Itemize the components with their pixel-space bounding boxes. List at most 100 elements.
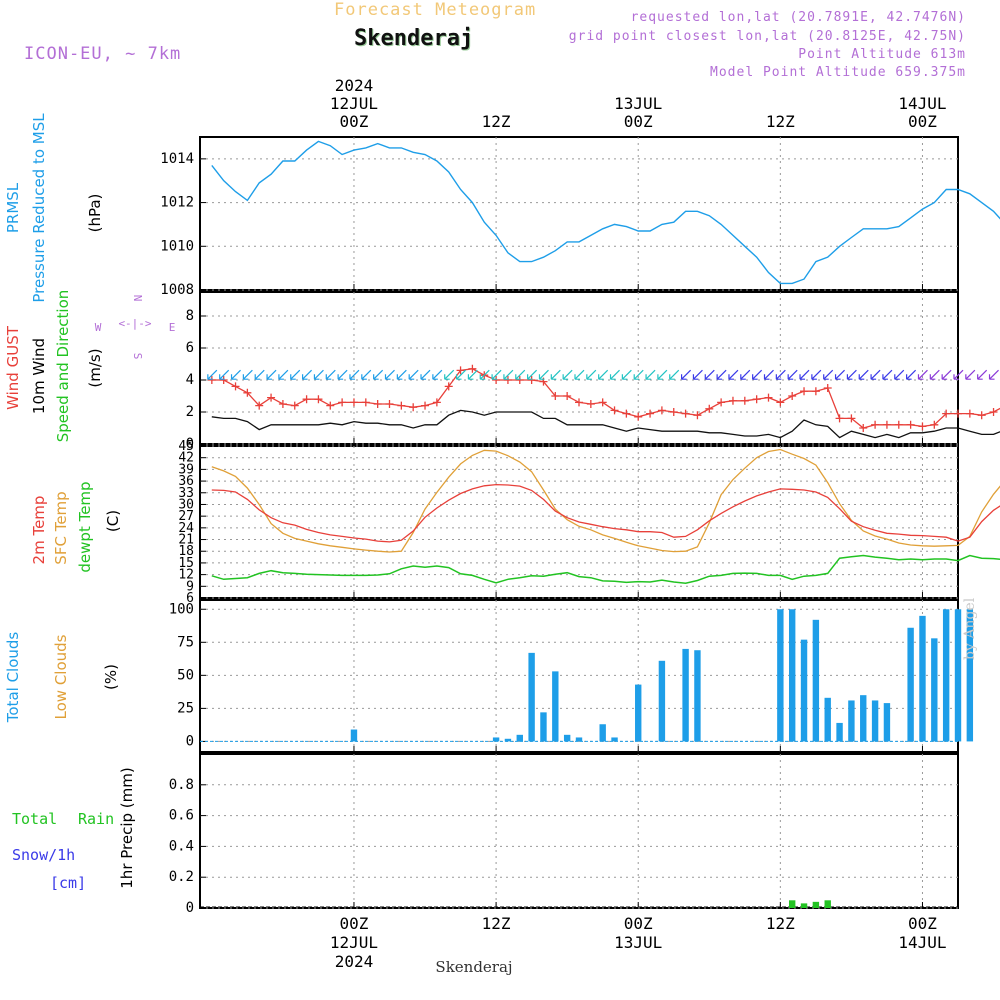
precip-bar <box>788 900 796 908</box>
gust-point <box>847 414 856 423</box>
gust-point <box>421 401 430 410</box>
wind-10m-label: 10m Wind <box>30 338 48 414</box>
temp-2m-label: 2m Temp <box>30 496 48 565</box>
compass-arrows: <-|-> <box>118 317 151 330</box>
wind-ytick-label: 0 <box>186 436 194 452</box>
temp-units: (C) <box>104 510 122 532</box>
model-altitude: Model Point Altitude 659.375m <box>710 65 966 80</box>
top-time-label: 00Z <box>908 112 937 131</box>
temp-2m-line <box>211 483 1000 543</box>
wind-direction-arrow <box>242 369 253 380</box>
cloud-bar <box>552 671 559 742</box>
bottom-time-label: 12Z <box>482 914 511 933</box>
gust-point <box>326 401 335 410</box>
wind-direction-arrow <box>290 369 301 380</box>
clouds-panel-frame <box>199 599 959 753</box>
temperature-ytick-label: 15 <box>178 556 194 571</box>
gust-point <box>586 400 595 408</box>
wind-direction-arrow <box>562 369 573 380</box>
wind-direction-arrow <box>408 369 419 380</box>
wind-direction-arrow <box>977 369 988 380</box>
gust-point <box>906 420 915 429</box>
bottom-date-label: 12JUL <box>330 933 378 952</box>
top-year-label: 2024 <box>335 76 374 95</box>
wind-direction-arrow <box>586 369 597 380</box>
bottom-time-label: 00Z <box>624 914 653 933</box>
gust-point <box>800 387 809 396</box>
cloud-bar <box>516 734 523 742</box>
wind-speed-line <box>211 409 1000 439</box>
sfc-temp-label: SFC Temp <box>52 491 70 564</box>
gust-point <box>503 376 512 384</box>
gust-point <box>942 409 951 418</box>
precip-ytick-label: 0.6 <box>169 808 194 824</box>
gust-point <box>717 398 726 407</box>
precip-ytick-label: 0.2 <box>169 869 194 885</box>
gust-point <box>409 403 418 412</box>
cloud-bar <box>907 627 914 742</box>
gust-point <box>764 393 773 402</box>
wind-direction-arrow <box>349 369 360 380</box>
wind-direction-arrow <box>384 369 395 380</box>
gridpoint-coords: grid point closest lon,lat (20.8125E, 42… <box>568 29 966 44</box>
wind-direction-arrow <box>503 369 514 380</box>
temperature-ytick-label: 21 <box>178 533 194 548</box>
cloud-bar <box>635 684 642 742</box>
wind-direction-arrow <box>301 369 313 380</box>
gust-point <box>575 398 583 407</box>
temperature-ytick-label: 42 <box>178 451 194 466</box>
wind-direction-arrow <box>680 369 692 380</box>
wind-panel-frame <box>199 291 959 445</box>
wind-direction-arrow <box>444 369 455 380</box>
bottom-date-label: 14JUL <box>898 933 946 952</box>
wind-direction-arrow <box>740 369 751 380</box>
cloud-bar <box>871 700 879 742</box>
gust-point <box>444 382 453 391</box>
gust-point <box>456 366 465 375</box>
gust-point <box>551 392 560 400</box>
wind-direction-arrow <box>455 369 466 380</box>
dewpt-line <box>211 554 1000 584</box>
clouds-ytick-label: 75 <box>177 634 194 650</box>
wind-direction-arrow <box>527 369 538 380</box>
wind-direction-arrow <box>811 369 822 380</box>
gust-point <box>432 398 441 407</box>
pressure-ytick-label: 1014 <box>160 151 194 167</box>
gust-point <box>835 414 844 423</box>
pressure-ytick-label: 1012 <box>160 195 194 211</box>
location-title: Skenderaj <box>354 26 474 51</box>
wind-direction-arrow <box>728 369 739 380</box>
cloud-bar <box>492 737 500 742</box>
wind-direction-arrow <box>692 369 703 380</box>
wind-direction-arrow <box>633 369 644 380</box>
gust-point <box>705 404 714 413</box>
wind-direction-arrow <box>645 369 656 380</box>
wind-direction-arrow <box>373 369 384 380</box>
wind-direction-arrow <box>929 369 940 380</box>
cloud-bar <box>883 703 891 742</box>
gust-point <box>634 412 643 421</box>
cloud-bar <box>800 639 808 742</box>
precip-bar <box>812 901 820 908</box>
wind-direction-arrow <box>550 369 561 380</box>
total-clouds-label: Total Clouds <box>4 632 22 724</box>
cloud-bar <box>848 700 855 742</box>
clouds-ytick-label: 100 <box>169 601 194 617</box>
wind-units: (m/s) <box>86 348 104 387</box>
wind-direction-arrow <box>278 369 289 380</box>
wind-direction-arrow <box>965 369 976 380</box>
pressure-panel-frame <box>199 136 959 291</box>
bottom-time-label: 12Z <box>766 914 795 933</box>
wind-direction-arrow <box>396 369 407 380</box>
temperature-ytick-label: 12 <box>178 568 194 583</box>
pressure-units: (hPa) <box>86 194 104 233</box>
precip-ytick-label: 0.4 <box>169 838 194 854</box>
gust-point <box>728 396 737 405</box>
cloud-bar <box>682 648 689 742</box>
gust-point <box>338 398 347 407</box>
gust-point <box>894 420 903 429</box>
wind-direction-arrow <box>953 369 964 380</box>
wind-ytick-label: 4 <box>186 372 194 388</box>
wind-ytick-label: 6 <box>186 340 194 356</box>
clouds-ytick-label: 50 <box>177 667 194 683</box>
